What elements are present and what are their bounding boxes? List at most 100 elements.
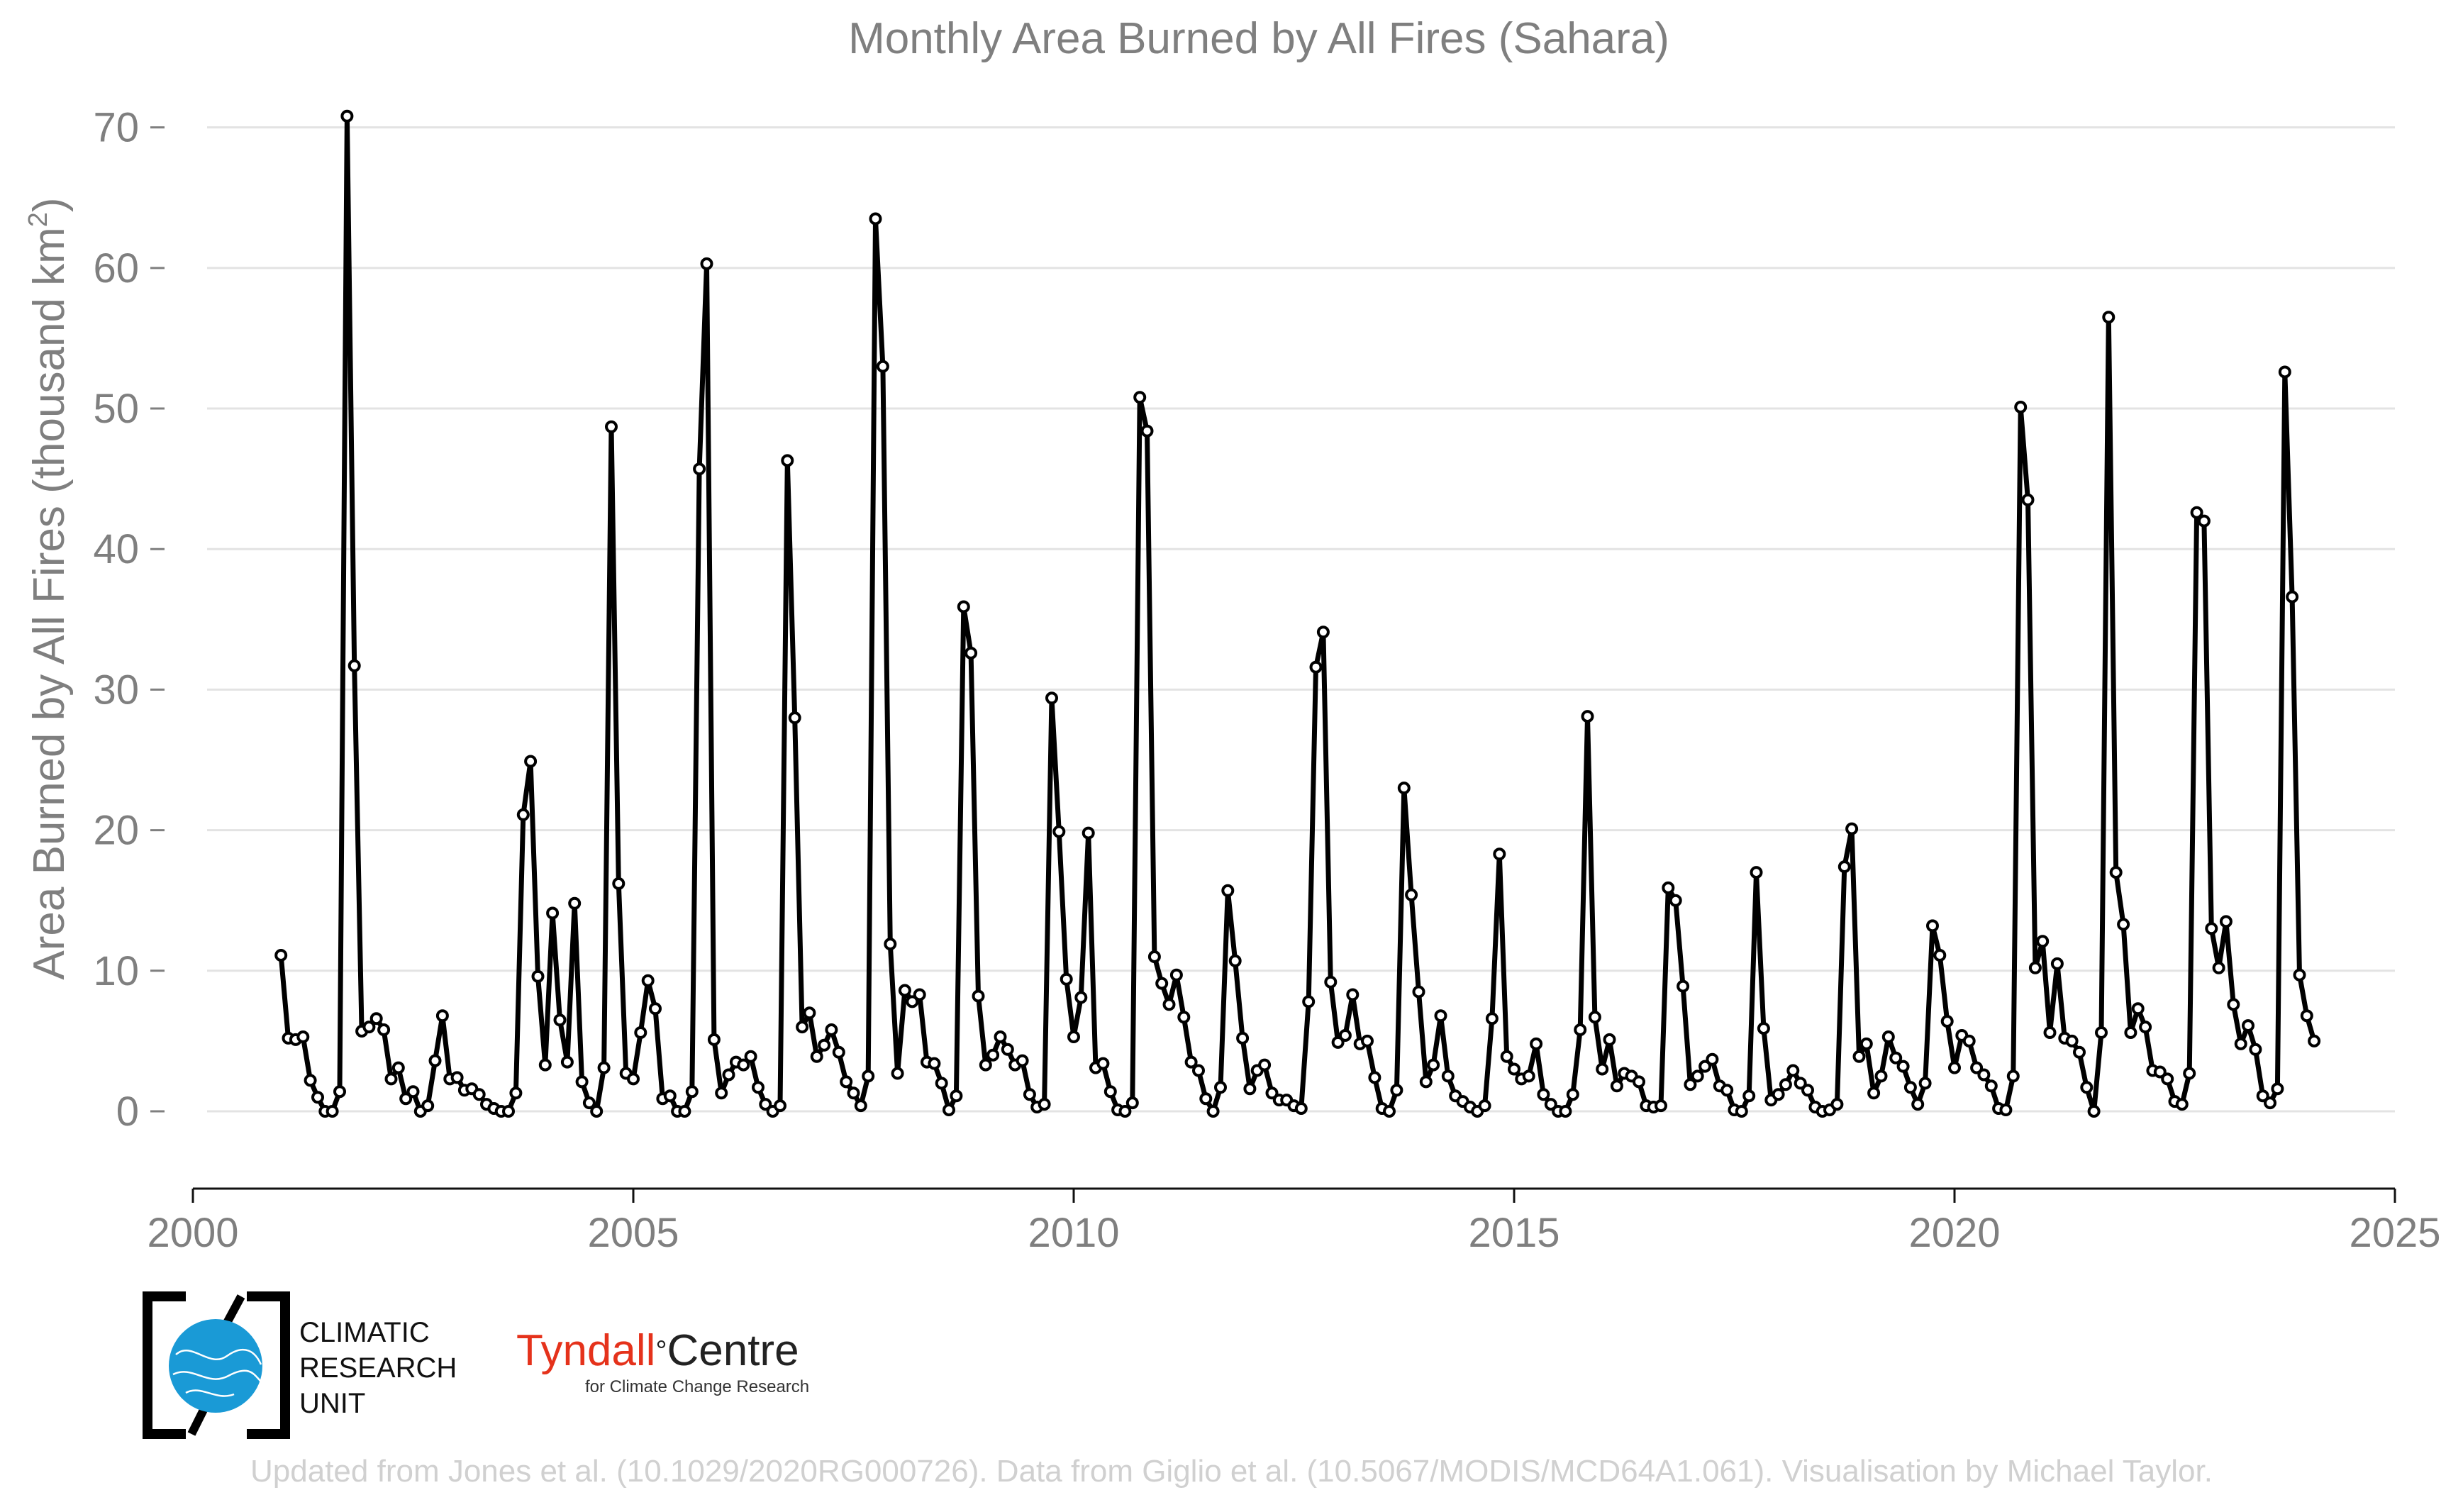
- data-point: [1508, 1062, 1520, 1076]
- data-point: [641, 974, 655, 987]
- data-point: [377, 1023, 391, 1036]
- data-point: [2014, 401, 2028, 413]
- data-point: [2256, 1089, 2269, 1103]
- data-point: [1962, 1034, 1976, 1047]
- data-point: [1603, 1033, 1616, 1046]
- data-point: [1566, 1088, 1579, 1101]
- data-point: [340, 109, 354, 123]
- data-point: [913, 988, 926, 1001]
- chart-title: Monthly Area Burned by All Fires (Sahara…: [848, 14, 1669, 63]
- data-point: [1074, 991, 1088, 1004]
- data-point: [2073, 1045, 2086, 1059]
- data-point: [1610, 1079, 1623, 1093]
- data-point: [810, 1050, 823, 1063]
- data-point: [1309, 660, 1323, 674]
- data-point: [1192, 1064, 1205, 1077]
- cru-line-3: UNIT: [299, 1388, 366, 1419]
- data-point: [1881, 1030, 1895, 1043]
- data-point: [399, 1092, 413, 1106]
- data-point: [906, 995, 919, 1008]
- cru-line-1: CLIMATIC: [299, 1317, 430, 1348]
- data-point: [957, 600, 970, 613]
- data-point: [1757, 1022, 1770, 1035]
- data-point: [1867, 1086, 1881, 1100]
- data-point: [2095, 1026, 2108, 1039]
- data-point: [774, 1099, 786, 1113]
- data-point: [1155, 977, 1169, 990]
- data-point: [568, 896, 582, 910]
- data-point: [1103, 1085, 1117, 1099]
- data-point: [869, 212, 882, 226]
- data-point: [928, 1057, 941, 1070]
- data-point: [1368, 1071, 1381, 1084]
- data-point: [862, 1069, 875, 1083]
- data-point: [1140, 424, 1154, 438]
- data-point: [950, 1089, 963, 1103]
- data-point: [678, 1105, 691, 1118]
- data-point: [1559, 1105, 1572, 1118]
- cru-line-2: RESEARCH: [299, 1352, 457, 1384]
- data-point: [1677, 979, 1690, 993]
- data-point: [1500, 1050, 1513, 1063]
- data-point: [2219, 915, 2233, 928]
- tyndall-logo-degree: °: [655, 1335, 667, 1367]
- data-point: [1772, 1088, 1785, 1101]
- data-point: [1720, 1084, 1734, 1097]
- y-tick-label: 40: [93, 526, 139, 572]
- data-point: [840, 1075, 853, 1089]
- data-point: [1574, 1023, 1587, 1036]
- data-point: [796, 1021, 809, 1034]
- data-point: [560, 1055, 574, 1069]
- data-point: [2234, 1037, 2247, 1050]
- data-point: [1874, 1069, 1888, 1083]
- data-point: [2205, 922, 2218, 935]
- data-point: [898, 984, 911, 997]
- data-point: [2197, 514, 2211, 528]
- data-point: [627, 1072, 640, 1086]
- data-point: [304, 1074, 317, 1087]
- y-tick-label: 70: [93, 105, 139, 151]
- data-point: [1338, 1029, 1352, 1042]
- data-point: [1544, 1098, 1557, 1111]
- data-point: [1206, 1105, 1220, 1118]
- data-point: [1302, 995, 1316, 1008]
- data-point: [707, 1033, 721, 1046]
- data-point: [502, 1105, 515, 1118]
- data-point: [1933, 949, 1947, 962]
- data-point: [1581, 710, 1594, 723]
- data-point: [1896, 1060, 1910, 1073]
- data-point: [1001, 1043, 1014, 1056]
- data-point: [1655, 1099, 1667, 1113]
- data-point: [421, 1099, 435, 1113]
- data-point: [2043, 1026, 2057, 1039]
- data-point: [803, 1006, 816, 1020]
- data-point: [362, 1021, 376, 1034]
- series-area-burned: [274, 109, 2321, 1118]
- data-point: [472, 1088, 486, 1101]
- data-point: [1045, 691, 1058, 705]
- data-point: [1390, 1084, 1403, 1097]
- y-tick-label: 60: [93, 245, 139, 291]
- data-point: [1023, 1088, 1036, 1101]
- data-point: [1324, 975, 1338, 989]
- tyndall-logo-red: Tyndall: [516, 1326, 656, 1375]
- data-point: [1522, 1069, 1535, 1083]
- data-point: [2153, 1065, 2167, 1079]
- data-point: [1118, 1105, 1132, 1118]
- y-tick-label: 0: [116, 1089, 139, 1135]
- data-point: [818, 1038, 831, 1052]
- data-point: [2161, 1072, 2174, 1086]
- data-point: [1903, 1081, 1917, 1094]
- y-axis-label: Area Burned by All Fires (thousand km2): [23, 197, 74, 979]
- data-point: [1926, 919, 1939, 933]
- data-point: [1067, 1030, 1080, 1043]
- data-point: [2175, 1098, 2189, 1111]
- data-point: [2065, 1034, 2079, 1047]
- logos: CLIMATIC RESEARCH UNIT Tyndall°Centre fo…: [142, 1291, 851, 1440]
- data-point: [825, 1023, 838, 1036]
- credit-line: Updated from Jones et al. (10.1029/2020R…: [250, 1454, 2213, 1489]
- data-point: [1999, 1104, 2013, 1116]
- data-point: [1412, 985, 1425, 999]
- data-point: [2021, 493, 2035, 506]
- data-point: [943, 1104, 955, 1116]
